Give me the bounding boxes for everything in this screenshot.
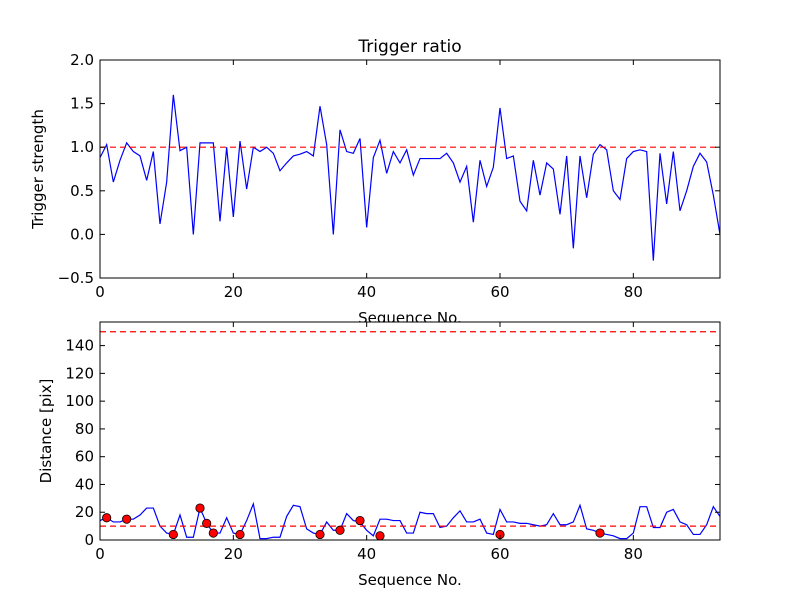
y-tick-label: 1.5 (70, 95, 94, 113)
y-tick-label: 1.0 (70, 138, 94, 156)
y-tick-label: 140 (65, 337, 94, 355)
y-axis-label: Distance [pix] (37, 379, 55, 484)
x-tick-label: 80 (624, 283, 643, 301)
data-point-marker (195, 503, 205, 513)
y-tick-label: 60 (75, 448, 94, 466)
x-tick-label: 40 (357, 283, 376, 301)
data-point-marker (375, 531, 385, 541)
series-line (100, 501, 720, 540)
data-point-marker (208, 528, 218, 538)
y-tick-label: 0 (84, 531, 94, 549)
data-point-marker (355, 515, 365, 526)
plot-frame (99, 321, 721, 541)
data-point-marker (335, 525, 345, 535)
y-tick-label: 2.0 (70, 51, 94, 69)
distance-chart: 0 20 40 60 80 0 20 40 60 80 100 120 140 Sequence No.… (37, 321, 721, 589)
data-point-marker (102, 513, 112, 523)
y-tick-label: 80 (75, 420, 94, 438)
y-tick-label: 40 (75, 475, 94, 493)
x-tick-label: 0 (95, 283, 105, 301)
x-tick-label: 60 (490, 283, 509, 301)
y-tick-label: −0.5 (58, 269, 94, 287)
x-tick-label: 60 (490, 545, 509, 563)
trigger-ratio-chart: Trigger ratio 0 20 40 60 80 −0.5 0.0 0.5 1.0 1.5 2… (29, 37, 721, 327)
y-axis-label: Trigger strength (29, 109, 47, 230)
y-tick-label: 120 (65, 364, 94, 382)
data-point-marker (202, 518, 212, 528)
y-tick-label: 100 (65, 392, 94, 410)
plot-background (100, 322, 720, 540)
data-point-marker (235, 529, 245, 540)
x-axis-label: Sequence No. (358, 571, 462, 589)
plot-frame (99, 59, 721, 279)
x-tick-label: 0 (95, 545, 105, 563)
y-tick-label: 0.5 (70, 182, 94, 200)
x-tick-label: 40 (357, 545, 376, 563)
y-tick-label: 0.0 (70, 225, 94, 243)
series-line (100, 94, 720, 261)
x-tick-label: 80 (624, 545, 643, 563)
chart-title: Trigger ratio (357, 37, 461, 57)
data-point-marker (122, 514, 132, 524)
data-point-marker (168, 529, 178, 540)
x-tick-label: 20 (224, 283, 243, 301)
x-tick-label: 20 (224, 545, 243, 563)
data-point-marker (595, 528, 605, 538)
data-point-marker (315, 529, 325, 540)
y-tick-label: 20 (75, 503, 94, 521)
